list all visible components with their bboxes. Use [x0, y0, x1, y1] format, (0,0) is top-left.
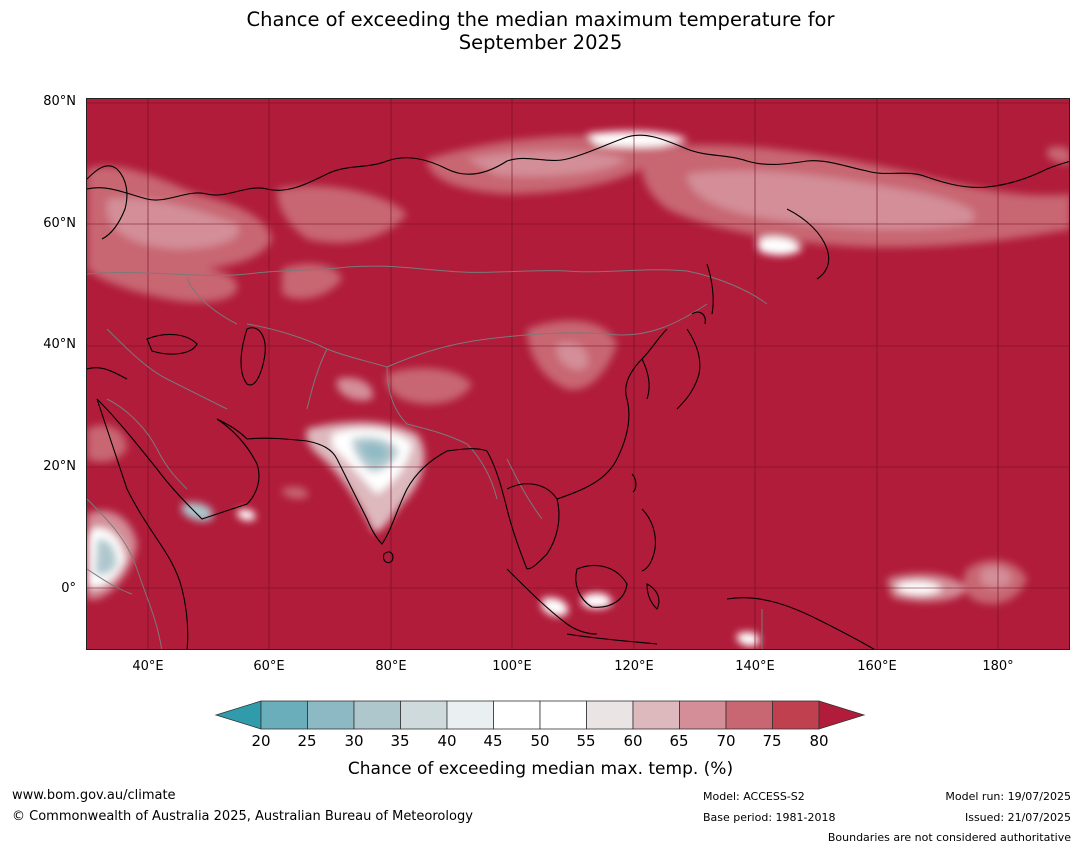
colorbar-segment: [307, 700, 355, 730]
forecast-map: [86, 98, 1070, 650]
base-period-text: Base period: 1981-2018: [703, 811, 836, 824]
colorbar-segment: [446, 700, 494, 730]
colorbar-segment: [493, 700, 541, 730]
map-title-line1: Chance of exceeding the median maximum t…: [246, 8, 835, 31]
colorbar-tick-55: 55: [576, 732, 596, 750]
forecast-map-canvas: [87, 99, 1069, 649]
lon-label-40e: 40°E: [132, 659, 164, 674]
lat-label-20n: 20°N: [43, 459, 76, 474]
colorbar-tick-35: 35: [390, 732, 410, 750]
lon-label-160e: 160°E: [857, 659, 897, 674]
colorbar-segment: [772, 700, 820, 730]
colorbar-extend-high: [818, 700, 866, 730]
colorbar-tick-60: 60: [623, 732, 643, 750]
colorbar-segment: [586, 700, 634, 730]
colorbar-segment: [632, 700, 680, 730]
probability-shading: [87, 131, 1069, 647]
lon-label-140e: 140°E: [735, 659, 775, 674]
model-text: Model: ACCESS-S2: [703, 790, 805, 803]
colorbar: [214, 700, 866, 730]
copyright-text: © Commonwealth of Australia 2025, Austra…: [12, 809, 473, 824]
colorbar-segment: [539, 700, 587, 730]
coastlines: [87, 134, 1069, 649]
colorbar-tick-80: 80: [809, 732, 829, 750]
issued-text: Issued: 21/07/2025: [964, 811, 1071, 824]
colorbar-tick-30: 30: [344, 732, 364, 750]
colorbar-tick-20: 20: [251, 732, 271, 750]
colorbar-extend-low: [214, 700, 262, 730]
lon-label-100e: 100°E: [492, 659, 532, 674]
colorbar-tick-40: 40: [437, 732, 457, 750]
colorbar-tick-45: 45: [483, 732, 503, 750]
colorbar-segments: [214, 700, 866, 730]
graticule: [87, 99, 1069, 649]
lon-label-60e: 60°E: [253, 659, 285, 674]
colorbar-tick-65: 65: [669, 732, 689, 750]
lat-label-0: 0°: [61, 581, 76, 596]
colorbar-tick-70: 70: [716, 732, 736, 750]
country-borders: [87, 265, 768, 649]
lat-label-80n: 80°N: [43, 94, 76, 109]
lon-label-180: 180°: [982, 659, 1014, 674]
colorbar-segment: [353, 700, 401, 730]
disclaimer-text: Boundaries are not considered authoritat…: [827, 831, 1071, 844]
website-text: www.bom.gov.au/climate: [12, 788, 176, 803]
colorbar-segment: [725, 700, 773, 730]
map-title-line2: September 2025: [458, 31, 623, 54]
colorbar-segment: [260, 700, 308, 730]
lat-label-60n: 60°N: [43, 216, 76, 231]
colorbar-tick-50: 50: [530, 732, 550, 750]
model-run-text: Model run: 19/07/2025: [945, 790, 1071, 803]
lon-label-80e: 80°E: [375, 659, 407, 674]
colorbar-tick-75: 75: [762, 732, 782, 750]
colorbar-segment: [400, 700, 448, 730]
map-title: Chance of exceeding the median maximum t…: [0, 8, 1081, 54]
colorbar-tick-25: 25: [297, 732, 317, 750]
colorbar-segment: [679, 700, 727, 730]
colorbar-label: Chance of exceeding median max. temp. (%…: [347, 759, 734, 779]
lon-label-120e: 120°E: [614, 659, 654, 674]
lat-label-40n: 40°N: [43, 337, 76, 352]
